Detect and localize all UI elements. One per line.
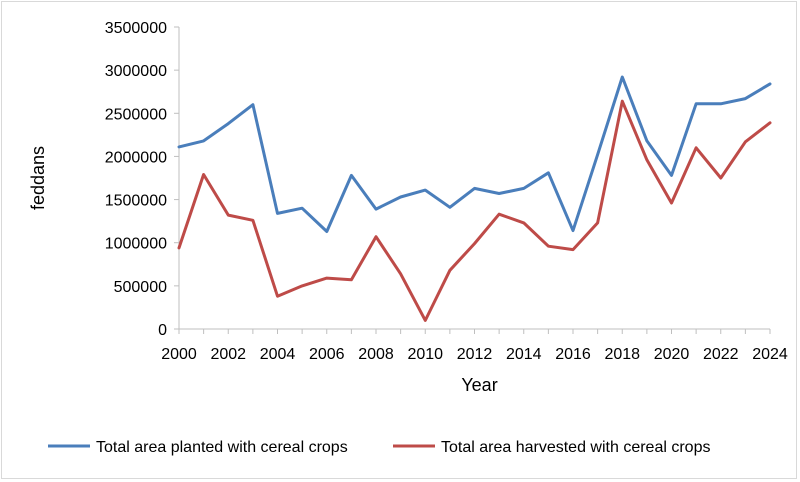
x-tick-label: 2010 — [407, 346, 443, 363]
series-layer — [177, 75, 772, 322]
y-tick-label: 0 — [158, 322, 167, 339]
legend-label-1: Total area planted with cereal crops — [96, 439, 348, 456]
series-line-1 — [177, 75, 772, 233]
y-tick-label: 2000000 — [105, 149, 167, 166]
legend: Total area planted with cereal crops Tota… — [48, 439, 710, 456]
x-tick-label: 2014 — [506, 346, 542, 363]
x-axis-title: Year — [461, 375, 497, 395]
legend-label-2: Total area harvested with cereal crops — [441, 439, 710, 456]
series-line-2 — [177, 99, 772, 322]
x-tick-label: 2018 — [604, 346, 640, 363]
x-tick-label: 2020 — [654, 346, 690, 363]
x-tick-label: 2024 — [752, 346, 788, 363]
y-tick-label: 3000000 — [105, 63, 167, 80]
x-tick-label: 2000 — [161, 346, 197, 363]
y-tick-label: 1500000 — [105, 193, 167, 210]
x-tick-label: 2022 — [703, 346, 739, 363]
y-tick-label: 1000000 — [105, 236, 167, 253]
axes: 0 500000 1000000 1500000 2000000 2500000 30000… — [105, 20, 788, 363]
x-tick-label: 2012 — [457, 346, 493, 363]
y-tick-label: 500000 — [114, 279, 167, 296]
y-axis-title: feddans — [28, 146, 48, 210]
x-tick-label: 2004 — [260, 346, 296, 363]
x-tick-label: 2008 — [358, 346, 394, 363]
y-tick-label: 2500000 — [105, 106, 167, 123]
x-tick-label: 2016 — [555, 346, 591, 363]
x-tick-label: 2006 — [309, 346, 345, 363]
x-tick-label: 2002 — [210, 346, 246, 363]
y-tick-label: 3500000 — [105, 20, 167, 37]
